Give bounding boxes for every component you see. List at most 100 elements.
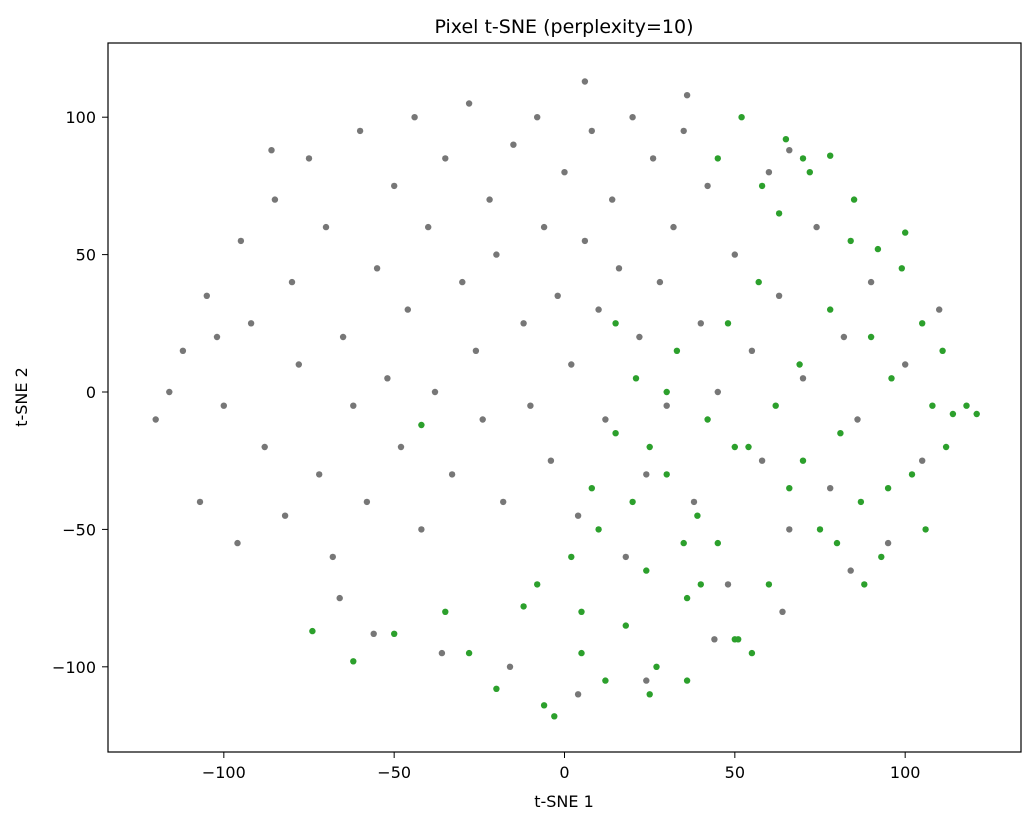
scatter-point-gray-64 <box>704 182 711 190</box>
scatter-point-gray-4 <box>237 237 245 245</box>
scatter-point-gray-66 <box>724 581 732 588</box>
scatter-point-green-1 <box>350 658 357 665</box>
scatter-point-green-37 <box>847 237 854 245</box>
scatter-point-green-76 <box>683 677 691 684</box>
scatter-point-gray-14 <box>329 553 336 561</box>
y-axis-ticks: −100 −50 0 50 100 <box>52 108 108 677</box>
y-tick-label: 50 <box>76 246 96 265</box>
scatter-point-green-61 <box>680 539 687 547</box>
points-layer <box>152 78 980 720</box>
scatter-point-green-68 <box>772 402 779 409</box>
scatter-point-green-43 <box>908 471 916 478</box>
scatter-point-green-45 <box>929 402 936 409</box>
scatter-point-green-25 <box>724 320 732 327</box>
scatter-point-green-54 <box>799 155 807 162</box>
scatter-point-gray-40 <box>534 114 541 121</box>
scatter-point-gray-11 <box>305 155 313 162</box>
scatter-point-green-33 <box>806 169 813 176</box>
scatter-point-gray-29 <box>448 471 456 478</box>
x-tick-label: 100 <box>890 763 921 782</box>
scatter-point-green-34 <box>816 526 824 533</box>
scatter-point-green-70 <box>833 539 841 547</box>
scatter-point-gray-57 <box>649 155 657 162</box>
scatter-point-gray-71 <box>775 292 783 299</box>
scatter-point-green-7 <box>520 603 527 610</box>
scatter-point-gray-53 <box>622 553 629 561</box>
scatter-point-gray-58 <box>656 278 664 286</box>
scatter-point-gray-3 <box>220 402 227 409</box>
scatter-point-green-6 <box>493 685 500 692</box>
scatter-point-gray-97 <box>786 147 793 154</box>
scatter-point-gray-7 <box>271 196 279 203</box>
scatter-point-gray-38 <box>520 320 527 327</box>
scatter-point-gray-20 <box>384 375 391 382</box>
scatter-point-green-5 <box>465 649 473 657</box>
scatter-point-gray-34 <box>486 196 493 203</box>
scatter-point-green-73 <box>922 526 929 533</box>
scatter-point-gray-28 <box>442 155 449 162</box>
scatter-point-green-44 <box>919 320 926 327</box>
plot-area <box>108 43 1021 752</box>
scatter-point-gray-18 <box>363 498 371 506</box>
scatter-point-gray-9 <box>288 278 296 286</box>
scatter-point-gray-83 <box>196 498 204 506</box>
scatter-point-gray-80 <box>902 361 909 368</box>
scatter-point-gray-70 <box>765 169 773 176</box>
scatter-point-gray-74 <box>813 223 820 231</box>
scatter-point-gray-6 <box>261 443 268 451</box>
scatter-point-green-58 <box>902 229 909 236</box>
scatter-point-gray-46 <box>574 512 582 519</box>
scatter-point-gray-12 <box>316 471 323 478</box>
scatter-point-green-56 <box>850 196 858 203</box>
scatter-point-gray-77 <box>854 416 861 423</box>
scatter-point-gray-35 <box>493 251 500 258</box>
scatter-point-gray-82 <box>936 306 943 313</box>
scatter-point-green-21 <box>683 594 691 602</box>
scatter-point-green-72 <box>884 485 892 492</box>
scatter-point-gray-84 <box>234 539 241 547</box>
scatter-point-gray-94 <box>847 567 854 574</box>
scatter-point-green-48 <box>963 402 970 409</box>
scatter-point-gray-21 <box>391 182 398 190</box>
scatter-point-green-19 <box>663 471 670 478</box>
scatter-point-gray-13 <box>322 223 330 231</box>
scatter-point-green-59 <box>748 649 756 657</box>
scatter-point-green-16 <box>632 375 640 382</box>
y-tick-label: 100 <box>65 108 96 127</box>
scatter-point-gray-99 <box>213 333 221 341</box>
scatter-point-gray-49 <box>595 306 602 313</box>
scatter-point-green-63 <box>595 526 602 533</box>
scatter-point-green-4 <box>442 608 449 615</box>
y-tick-label: −100 <box>52 658 96 677</box>
scatter-point-gray-41 <box>540 223 548 231</box>
scatter-point-green-10 <box>568 553 575 561</box>
scatter-point-gray-30 <box>459 278 466 286</box>
scatter-point-gray-72 <box>786 526 793 533</box>
scatter-point-green-18 <box>653 663 660 670</box>
scatter-point-green-60 <box>697 581 704 588</box>
scatter-point-gray-91 <box>643 677 650 684</box>
x-tick-label: 50 <box>725 763 745 782</box>
scatter-point-green-40 <box>878 553 885 561</box>
scatter-point-gray-5 <box>247 320 255 327</box>
scatter-point-green-20 <box>673 347 681 354</box>
scatter-point-gray-33 <box>479 416 486 423</box>
y-axis-label: t-SNE 2 <box>12 367 31 427</box>
scatter-point-gray-78 <box>867 278 875 286</box>
scatter-point-green-0 <box>309 627 316 635</box>
scatter-point-gray-39 <box>527 402 534 409</box>
scatter-point-gray-1 <box>179 347 187 354</box>
chart-title: Pixel t-SNE (perplexity=10) <box>434 16 693 38</box>
scatter-point-gray-73 <box>799 375 807 382</box>
scatter-point-green-42 <box>898 265 905 272</box>
scatter-point-gray-68 <box>748 347 756 354</box>
scatter-point-gray-95 <box>581 78 589 85</box>
scatter-point-green-52 <box>758 182 766 190</box>
scatter-point-green-49 <box>973 410 980 418</box>
scatter-point-green-8 <box>540 702 548 709</box>
scatter-point-gray-85 <box>268 147 275 154</box>
scatter-point-gray-65 <box>714 388 721 396</box>
scatter-point-green-24 <box>714 539 721 547</box>
y-tick-label: 0 <box>86 383 96 402</box>
scatter-point-green-31 <box>786 485 793 492</box>
